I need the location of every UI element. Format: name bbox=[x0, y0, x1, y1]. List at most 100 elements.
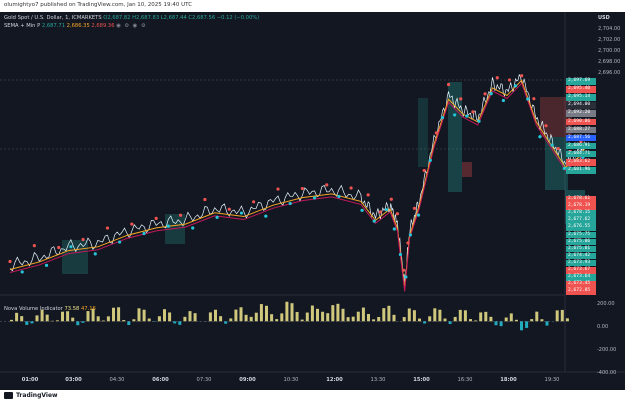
price-label: 2,681.96 bbox=[566, 167, 596, 174]
volume-bar bbox=[525, 321, 529, 328]
indicator-legend: SEMA + Min P 2,687.71 2,686.35 2,689.36 … bbox=[4, 23, 147, 29]
volume-bar bbox=[30, 321, 34, 324]
volume-bar bbox=[463, 310, 467, 322]
price-line bbox=[9, 73, 586, 283]
volume-bar bbox=[71, 317, 75, 322]
volume-bar bbox=[321, 311, 325, 322]
volume-bar bbox=[280, 313, 284, 322]
volume-bar bbox=[173, 321, 177, 324]
volume-bar bbox=[285, 301, 289, 322]
volume-bar bbox=[326, 313, 330, 322]
signal-dot bbox=[440, 115, 445, 120]
signal-dot bbox=[130, 222, 134, 226]
volume-bar bbox=[214, 309, 217, 322]
price-tick: 2,698.00 bbox=[598, 59, 621, 65]
price-label: 2,672.85 bbox=[566, 288, 596, 295]
volume-bar bbox=[372, 319, 376, 322]
symbol-legend: Gold Spot / U.S. Dollar, 1, ICMARKETS O2… bbox=[4, 15, 259, 21]
indicator-value-1: 2,687.71 bbox=[41, 23, 65, 29]
time-tick: 13:30 bbox=[370, 377, 386, 383]
volume-bar bbox=[489, 316, 493, 322]
signal-dot bbox=[395, 212, 399, 216]
volume-bar bbox=[96, 316, 100, 322]
price-label: 2,673.93 bbox=[566, 259, 596, 267]
volume-value-1: 73.58 bbox=[64, 306, 80, 312]
signal-dot bbox=[276, 187, 280, 191]
indicator-icons[interactable]: ◉ ⚙ ◉ ⚙ bbox=[116, 23, 147, 29]
volume-bar bbox=[530, 319, 534, 322]
price-label: 2,690.86 bbox=[566, 118, 596, 126]
signal-dot bbox=[398, 252, 403, 257]
time-tick: 15:00 bbox=[413, 377, 430, 383]
volume-bar bbox=[504, 317, 508, 322]
volume-bar bbox=[25, 321, 29, 325]
signal-dot bbox=[550, 143, 554, 147]
footer-brand: TradingView bbox=[16, 392, 58, 399]
signal-dot bbox=[191, 226, 195, 230]
volume-bar bbox=[300, 319, 304, 322]
chart-frame[interactable]: Gold Spot / U.S. Dollar, 1, ICMARKETS O2… bbox=[0, 12, 625, 390]
price-label: 2,688.27 bbox=[566, 126, 596, 134]
price-label: 2,694.00 bbox=[566, 102, 596, 109]
price-label: 2,675.01 bbox=[566, 245, 596, 253]
volume-bar bbox=[341, 308, 345, 322]
volume-tick: 0.00 bbox=[597, 324, 609, 330]
time-tick: 12:00 bbox=[326, 377, 343, 383]
volume-bar bbox=[387, 305, 391, 322]
signal-dot bbox=[300, 186, 304, 191]
signal-dot bbox=[44, 263, 49, 267]
price-label: 2,673.64 bbox=[566, 274, 596, 281]
time-tick: 07:30 bbox=[196, 377, 212, 383]
price-tick: 2,702.00 bbox=[598, 37, 621, 43]
volume-bar bbox=[117, 307, 121, 322]
time-tick: 10:30 bbox=[283, 377, 299, 383]
signal-dot bbox=[118, 240, 122, 244]
volume-bar bbox=[275, 319, 279, 322]
signal-dot bbox=[32, 244, 36, 248]
signal-dot bbox=[252, 200, 256, 204]
volume-bar bbox=[188, 311, 192, 322]
chart-canvas[interactable] bbox=[0, 12, 625, 390]
ma-line-red bbox=[9, 82, 586, 292]
signal-dot bbox=[501, 98, 505, 103]
signal-dot bbox=[465, 114, 469, 118]
time-tick: 19:30 bbox=[544, 377, 560, 383]
volume-bar bbox=[219, 316, 223, 322]
signal-dot bbox=[360, 208, 364, 212]
volume-bar bbox=[101, 320, 105, 322]
volume-bar bbox=[407, 308, 411, 322]
volume-bar bbox=[453, 316, 457, 322]
signal-dot bbox=[384, 208, 389, 212]
volume-bar bbox=[45, 314, 49, 322]
volume-bar bbox=[81, 321, 85, 323]
volume-bar bbox=[367, 313, 370, 322]
signal-dot bbox=[203, 197, 207, 202]
signal-dot bbox=[154, 216, 158, 220]
signal-dot bbox=[408, 233, 412, 237]
price-label: 2,687.56 bbox=[566, 134, 596, 142]
volume-tick: -200.00 bbox=[597, 347, 617, 353]
signal-dot bbox=[434, 131, 438, 135]
volume-bar bbox=[208, 312, 212, 322]
signal-dot bbox=[178, 213, 183, 217]
volume-bar bbox=[418, 318, 421, 322]
signal-dot bbox=[416, 213, 421, 217]
volume-bar bbox=[520, 321, 523, 331]
signal-dot bbox=[93, 252, 97, 256]
volume-bar bbox=[66, 311, 70, 322]
signal-dot bbox=[372, 219, 376, 223]
indicator-value-3: 2,689.36 bbox=[91, 23, 115, 29]
volume-bar bbox=[392, 314, 396, 322]
signal-dot bbox=[325, 183, 329, 187]
signal-dot bbox=[428, 158, 432, 162]
signal-dot bbox=[215, 215, 219, 219]
signal-dot bbox=[412, 206, 417, 210]
time-tick: 06:00 bbox=[152, 377, 169, 383]
zone-box bbox=[462, 162, 472, 177]
ohlc-values: O2,687.82 H2,687.83 L2,687.44 C2,687.56 … bbox=[103, 15, 260, 21]
volume-bar bbox=[270, 314, 274, 322]
currency-label: USD bbox=[598, 15, 610, 21]
signal-dot bbox=[227, 207, 231, 211]
signal-dot bbox=[239, 211, 244, 215]
volume-bar bbox=[479, 312, 483, 322]
